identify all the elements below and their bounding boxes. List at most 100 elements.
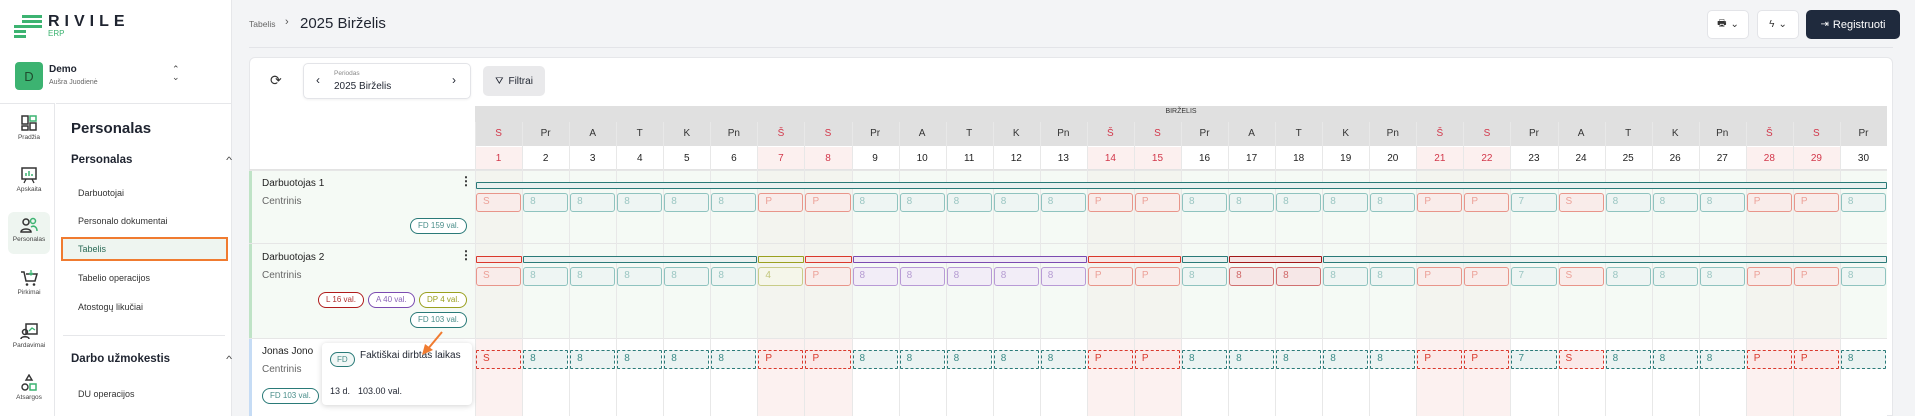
day-cell[interactable]: 8 <box>1605 267 1651 286</box>
day-cell[interactable]: 8 <box>711 267 757 286</box>
schedule-bar[interactable] <box>1182 256 1229 263</box>
day-cell[interactable]: 8 <box>664 193 710 212</box>
day-cell[interactable]: 8 <box>570 267 616 286</box>
day-cell[interactable]: P <box>758 193 804 212</box>
day-cell[interactable]: P <box>1793 193 1839 212</box>
schedule-bar[interactable] <box>1323 256 1887 263</box>
day-cell[interactable]: 8 <box>570 350 616 369</box>
schedule-bar[interactable] <box>476 256 523 263</box>
day-cell[interactable]: 8 <box>1370 350 1416 369</box>
day-cell[interactable]: 8 <box>899 193 945 212</box>
employee-name[interactable]: Darbuotojas 1 <box>262 178 325 189</box>
day-cell[interactable]: 8 <box>1040 350 1086 369</box>
day-cell[interactable]: 8 <box>664 350 710 369</box>
day-cell[interactable]: P <box>1417 193 1463 212</box>
day-cell[interactable]: 8 <box>993 267 1039 286</box>
group-darbo-uzmokestis[interactable]: Darbo užmokestis <box>71 353 171 365</box>
day-cell[interactable]: 8 <box>1840 350 1886 369</box>
submenu-item-tabelio-operacijos[interactable]: Tabelio operacijos <box>78 273 151 283</box>
rail-item-pirkimai[interactable]: Pirkimai <box>8 265 50 307</box>
period-selector[interactable]: ‹ Periodas 2025 Birželis › <box>303 63 471 99</box>
day-cell[interactable]: 7 <box>1511 267 1557 286</box>
day-cell[interactable]: 8 <box>570 193 616 212</box>
day-cell[interactable]: 8 <box>1276 267 1322 286</box>
day-cell[interactable]: 8 <box>523 267 569 286</box>
more-options-icon[interactable]: ⋮ <box>460 174 472 188</box>
schedule-bar[interactable] <box>805 256 852 263</box>
day-cell[interactable]: 8 <box>617 350 663 369</box>
day-cell[interactable]: 8 <box>1276 193 1322 212</box>
employee-name[interactable]: Darbuotojas 2 <box>262 252 325 263</box>
schedule-bar[interactable] <box>523 256 758 263</box>
schedule-bar[interactable] <box>1229 256 1323 263</box>
day-cell[interactable]: P <box>1746 267 1792 286</box>
day-cell[interactable]: 8 <box>852 267 898 286</box>
register-button[interactable]: ⇥ Registruoti <box>1806 10 1900 39</box>
day-cell[interactable]: P <box>1087 193 1133 212</box>
day-cell[interactable]: 8 <box>852 193 898 212</box>
day-cell[interactable]: 8 <box>1370 267 1416 286</box>
day-cell[interactable]: 8 <box>1229 193 1275 212</box>
day-cell[interactable]: 8 <box>993 350 1039 369</box>
day-cell[interactable]: 8 <box>1699 267 1745 286</box>
submenu-item-du-operacijos[interactable]: DU operacijos <box>78 389 135 399</box>
day-cell[interactable]: S <box>1558 350 1604 369</box>
schedule-bar[interactable] <box>758 256 805 263</box>
day-cell[interactable]: P <box>1134 350 1180 369</box>
day-cell[interactable]: P <box>758 350 804 369</box>
prev-period-icon[interactable]: ‹ <box>316 73 320 87</box>
refresh-icon[interactable]: ⟳ <box>270 72 282 88</box>
breadcrumb-tabelis[interactable]: Tabelis <box>249 19 276 29</box>
day-cell[interactable]: 8 <box>852 350 898 369</box>
chevron-up-icon[interactable]: ^ <box>226 354 233 364</box>
filters-button[interactable]: ⛛ Filtrai <box>483 66 545 96</box>
day-cell[interactable]: 8 <box>1840 267 1886 286</box>
day-cell[interactable]: 8 <box>1652 350 1698 369</box>
day-cell[interactable]: P <box>1417 267 1463 286</box>
rail-item-pardavimai[interactable]: Pardavimai <box>8 318 50 360</box>
day-cell[interactable]: 8 <box>1652 193 1698 212</box>
day-cell[interactable]: S <box>1558 193 1604 212</box>
day-cell[interactable]: P <box>1464 350 1510 369</box>
day-cell[interactable]: 8 <box>664 267 710 286</box>
day-cell[interactable]: S <box>1558 267 1604 286</box>
day-cell[interactable]: S <box>476 267 522 286</box>
day-cell[interactable]: P <box>1746 350 1792 369</box>
day-cell[interactable]: 4 <box>758 267 804 286</box>
employee-name[interactable]: Jonas Jono <box>262 346 314 357</box>
day-cell[interactable]: 8 <box>1229 267 1275 286</box>
day-cell[interactable]: 7 <box>1511 193 1557 212</box>
day-cell[interactable]: 8 <box>1605 350 1651 369</box>
day-cell[interactable]: 8 <box>899 350 945 369</box>
day-cell[interactable]: 8 <box>1040 267 1086 286</box>
day-cell[interactable]: P <box>1417 350 1463 369</box>
day-cell[interactable]: 8 <box>1652 267 1698 286</box>
day-cell[interactable]: 7 <box>1511 350 1557 369</box>
day-cell[interactable]: 8 <box>1370 193 1416 212</box>
company-switcher[interactable]: D Demo Aušra Juodienė ⌃ ⌄ <box>15 62 225 90</box>
day-cell[interactable]: 8 <box>1229 350 1275 369</box>
day-cell[interactable]: S <box>476 350 522 369</box>
day-cell[interactable]: 8 <box>1840 193 1886 212</box>
day-cell[interactable]: 8 <box>1182 267 1228 286</box>
submenu-item-tabelis[interactable]: Tabelis <box>78 244 107 254</box>
group-personalas[interactable]: Personalas <box>71 154 133 166</box>
day-cell[interactable]: 8 <box>1605 193 1651 212</box>
day-cell[interactable]: 8 <box>711 193 757 212</box>
day-cell[interactable]: 8 <box>617 193 663 212</box>
day-cell[interactable]: 8 <box>946 193 992 212</box>
day-cell[interactable]: P <box>1793 267 1839 286</box>
day-cell[interactable]: P <box>1793 350 1839 369</box>
day-cell[interactable]: P <box>1464 267 1510 286</box>
day-cell[interactable]: 8 <box>523 193 569 212</box>
day-cell[interactable]: P <box>805 350 851 369</box>
submenu-item-personalo-dokumentai[interactable]: Personalo dokumentai <box>78 216 168 226</box>
day-cell[interactable]: P <box>805 193 851 212</box>
submenu-item-darbuotojai[interactable]: Darbuotojai <box>78 188 125 198</box>
day-cell[interactable]: P <box>1087 267 1133 286</box>
day-cell[interactable]: 8 <box>523 350 569 369</box>
rail-item-atsargos[interactable]: Atsargos <box>8 370 50 412</box>
day-cell[interactable]: 8 <box>1699 350 1745 369</box>
day-cell[interactable]: 8 <box>711 350 757 369</box>
schedule-bar[interactable] <box>1087 256 1181 263</box>
